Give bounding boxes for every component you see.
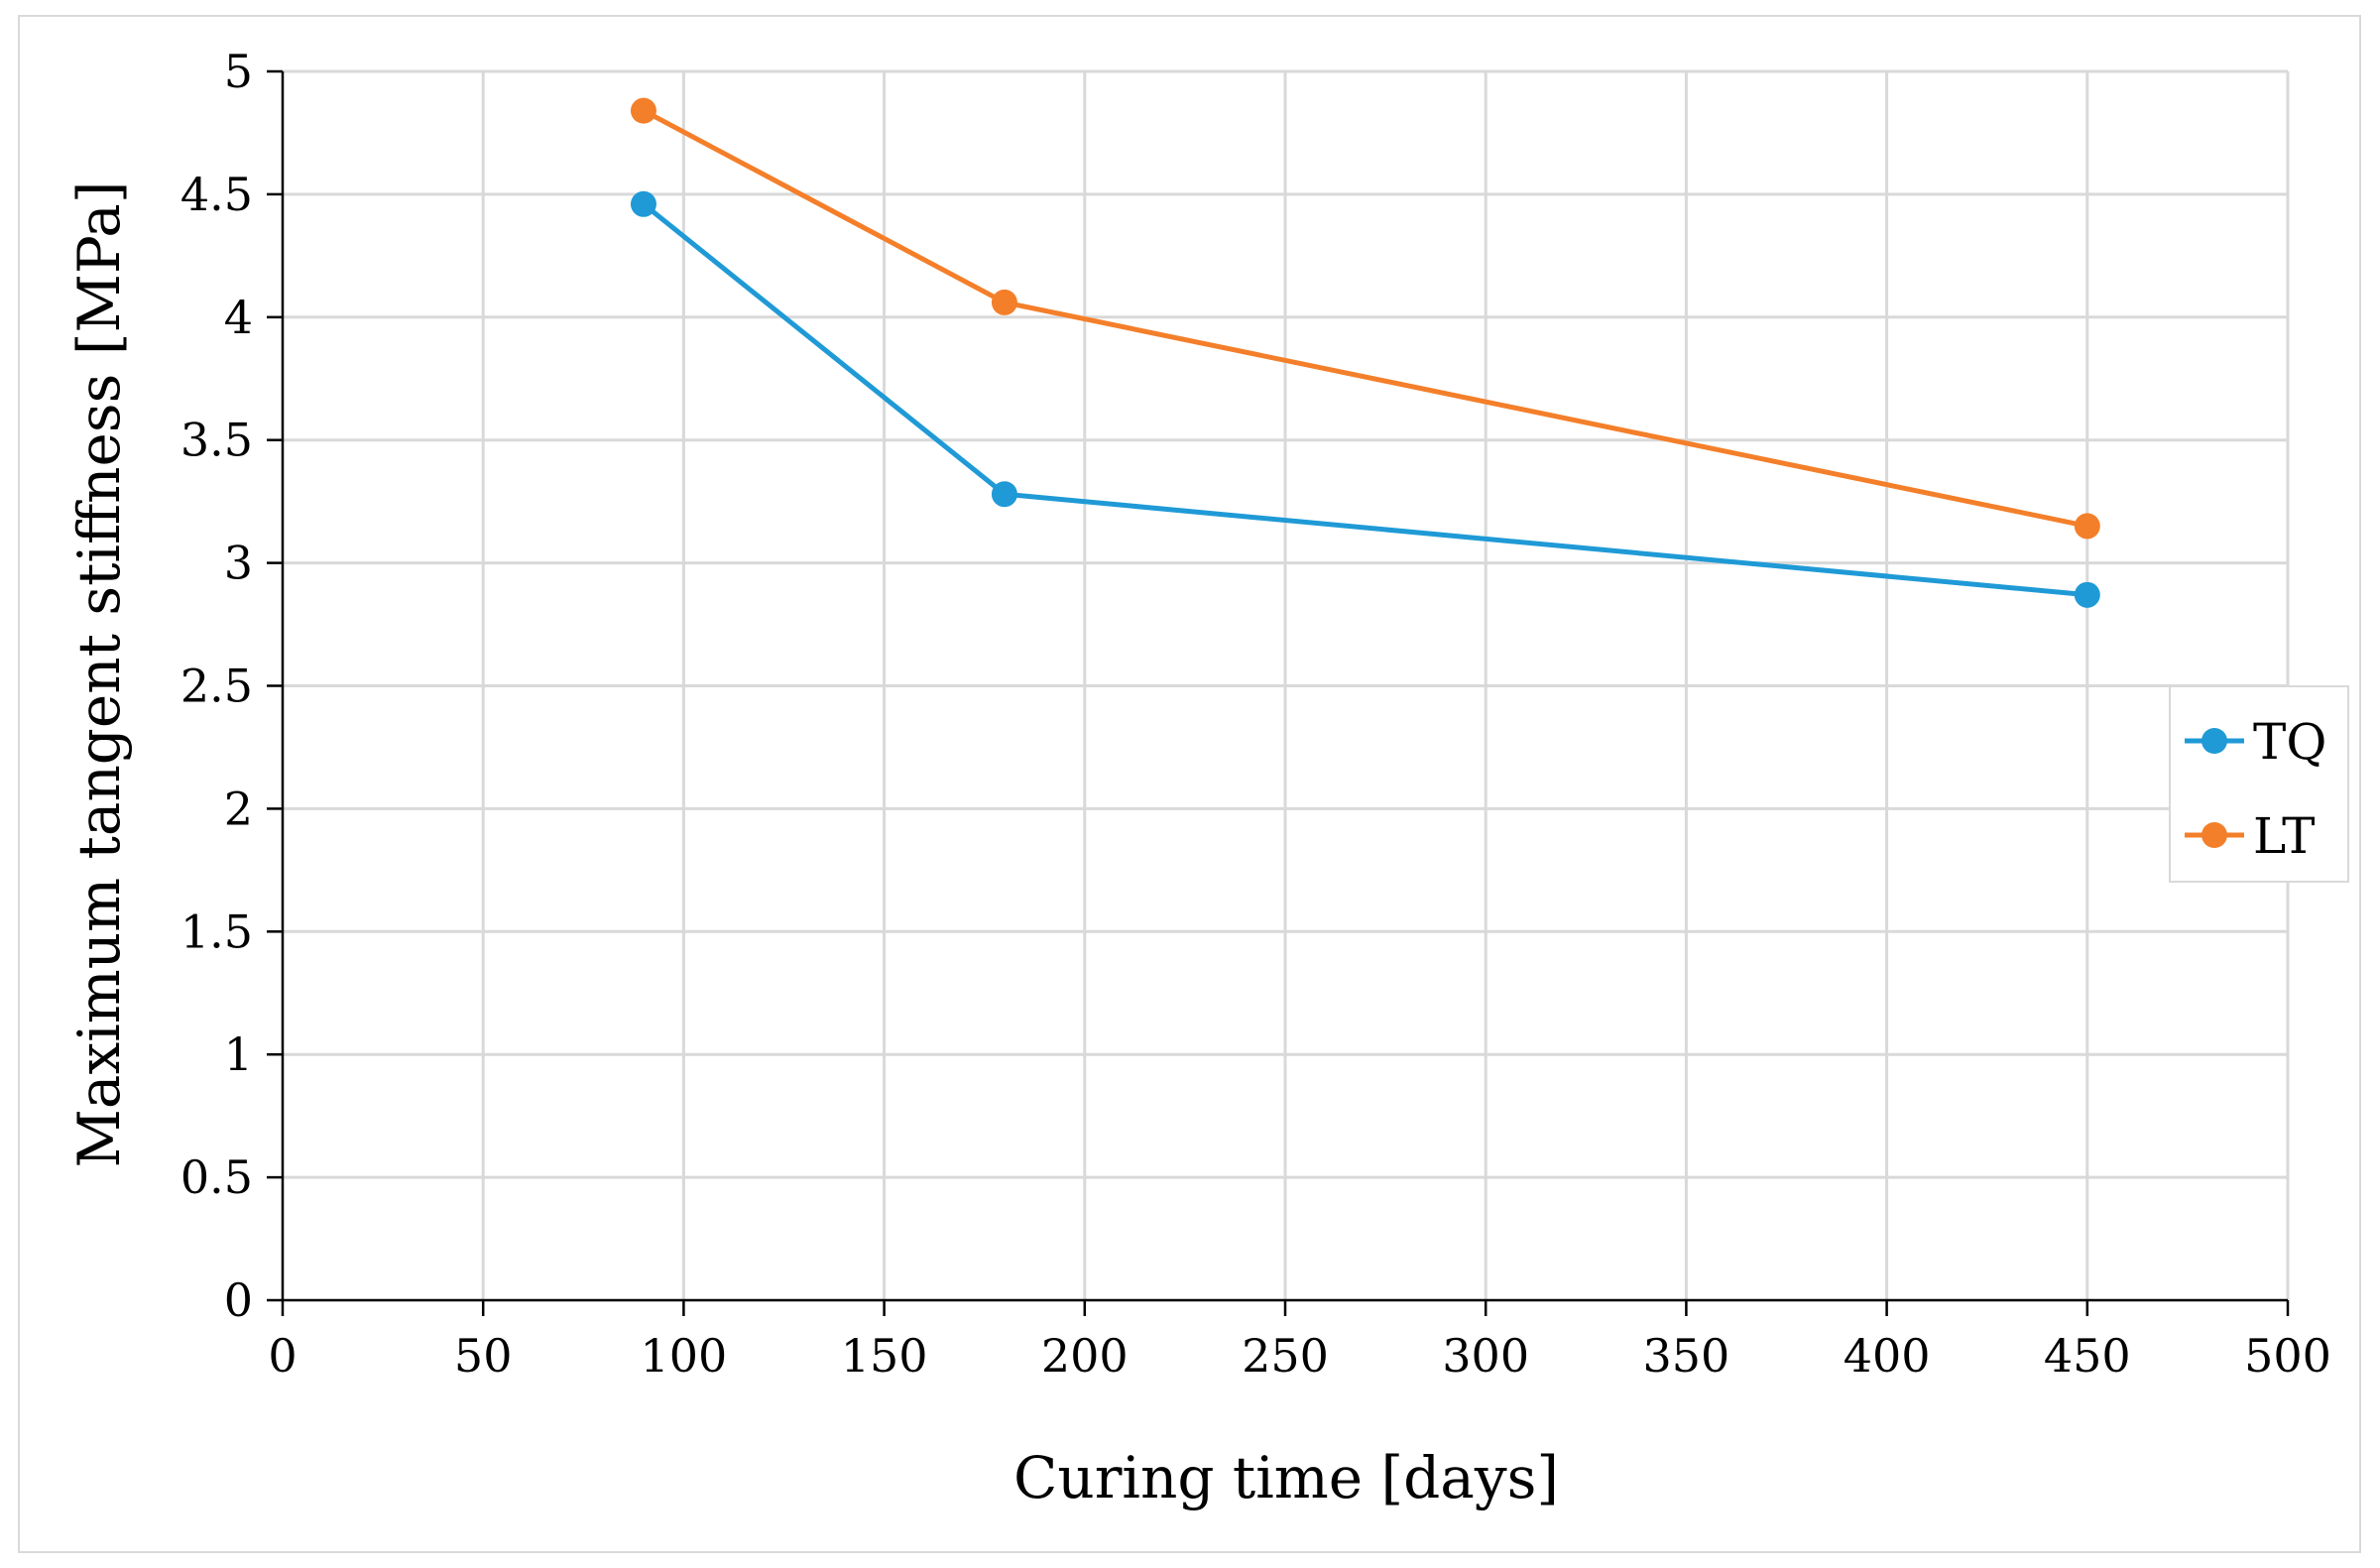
legend-box xyxy=(2169,685,2349,883)
x-tick-label: 150 xyxy=(841,1329,928,1383)
series-layer xyxy=(630,97,2100,608)
legend-marker-tq xyxy=(2202,728,2227,754)
x-tick-label: 50 xyxy=(454,1329,513,1383)
x-axis-title: Curing time [days] xyxy=(1013,1444,1559,1511)
y-tick-label: 1 xyxy=(224,1027,253,1081)
legend-marker-lt xyxy=(2202,822,2227,848)
x-tick-label: 400 xyxy=(1844,1329,1931,1383)
data-point-lt xyxy=(630,97,656,124)
x-tick-label: 250 xyxy=(1242,1329,1329,1383)
data-point-lt xyxy=(991,289,1017,315)
x-tick-label: 500 xyxy=(2244,1329,2331,1383)
x-tick-label: 0 xyxy=(268,1329,297,1383)
chart-frame xyxy=(18,15,2361,1553)
y-axis-title: Maximum tangent stiffness [MPa] xyxy=(65,181,133,1168)
y-tick-label: 3 xyxy=(224,537,253,590)
data-point-tq xyxy=(2074,581,2100,608)
y-tick-label: 0 xyxy=(224,1273,253,1327)
legend-label-lt: LT xyxy=(2253,807,2315,865)
x-tick-label: 450 xyxy=(2044,1329,2131,1383)
grid-layer xyxy=(283,69,2290,1300)
y-tick-label: 4 xyxy=(224,291,253,344)
y-tick-label: 2.5 xyxy=(180,660,253,713)
axis-layer: 00.511.522.533.544.550 50 100 150 200 250 300 3… xyxy=(180,45,2331,1383)
data-point-tq xyxy=(991,481,1017,508)
data-point-lt xyxy=(2074,513,2100,540)
legend-label-tq: TQ xyxy=(2253,713,2326,771)
y-tick-label: 5 xyxy=(224,45,253,98)
y-tick-label: 1.5 xyxy=(180,905,253,958)
x-tick-label: 300 xyxy=(1442,1329,1529,1383)
y-tick-label: 0.5 xyxy=(180,1150,253,1204)
series-line-tq xyxy=(642,201,2088,598)
y-tick-label: 4.5 xyxy=(180,168,253,221)
x-tick-label: 350 xyxy=(1642,1329,1729,1383)
legend-items: TQ LT xyxy=(2185,713,2326,865)
y-tick-label: 2 xyxy=(224,782,253,835)
x-tick-label: 100 xyxy=(640,1329,727,1383)
x-tick-label: 200 xyxy=(1041,1329,1129,1383)
y-tick-label: 3.5 xyxy=(180,414,253,467)
data-point-tq xyxy=(630,190,656,217)
legend: TQ LT xyxy=(2169,685,2349,883)
